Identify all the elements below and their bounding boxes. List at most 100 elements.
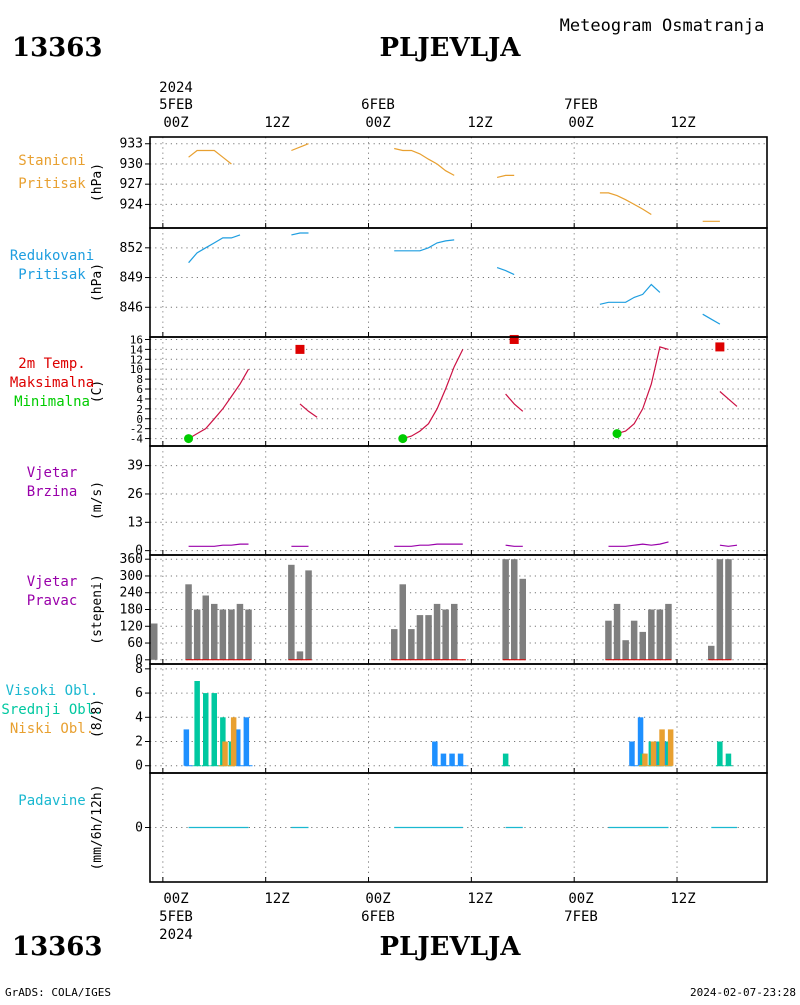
bar [305,570,312,660]
panel-unit: (hPa) [90,163,105,202]
date-label-top: 6FEB [361,97,395,113]
series-line [299,403,318,418]
panel-frame [149,445,768,556]
y-tick-label: 0 [135,821,143,836]
bar [717,741,723,766]
bar [629,741,635,766]
y-tick-label: -4 [130,433,144,446]
bar [183,729,190,766]
date-label-bottom: 7FEB [564,909,598,925]
bar [519,578,526,660]
bar [442,609,449,660]
y-tick-label: 2 [135,735,143,750]
bar [613,603,621,660]
y-tick-label: 852 [120,241,143,256]
bar [219,609,227,660]
hour-label-bottom: 12Z [467,891,492,907]
bar [202,595,209,660]
y-tick-label: 933 [120,137,143,152]
y-tick-label: 849 [120,271,143,286]
panels: 924927930933(hPa)StanicniPritisak8468498… [1,136,768,883]
bar [637,717,644,766]
series-line [719,544,738,547]
panel-frame [149,772,768,883]
y-tick-label: -2 [130,423,143,436]
bar [288,564,295,660]
bar [230,717,237,766]
panel-unit: (C) [90,380,105,403]
panel-label: Pritisak [18,176,86,192]
y-tick-label: 60 [127,636,143,651]
bar [433,603,441,660]
date-label-bottom: 5FEB [159,909,193,925]
max-temp-marker [509,334,519,344]
panel-label: Visoki Obl. [6,683,99,699]
y-tick-label: 14 [130,343,144,356]
panel-label: Vjetar [27,574,78,590]
y-tick-label: 240 [120,586,143,601]
y-tick-label: 0 [135,544,143,559]
bar [725,559,732,660]
y-tick-label: 16 [130,333,143,346]
series-line [291,143,309,152]
bar [211,603,218,660]
bar [642,753,648,766]
y-tick-label: 8 [135,662,143,677]
bar [648,609,655,660]
bar [440,753,447,766]
y-tick-label: 927 [120,177,143,192]
y-tick-label: 12 [130,353,143,366]
bar [725,753,732,766]
panel-oblaci: 0 2 4 6 8 (8/8)Visoki Obl. Srednji Obl. Niski O… [1,662,768,774]
y-tick-label: 924 [120,197,144,212]
time-axis-top: 2024 5FEB 6FEB 7FEB 00Z 12Z 00Z 12Z 00Z … [159,80,696,131]
max-temp-marker [295,344,305,354]
hour-label-bottom: 00Z [568,891,593,907]
y-tick-label: 0 [135,759,143,774]
y-tick-label: 10 [130,363,143,376]
bar [151,623,158,660]
date-label-top: 7FEB [564,97,598,113]
bar [639,631,646,660]
panel-label: Maksimalna [10,375,94,391]
series-line [496,267,515,276]
bar [425,615,432,660]
series-line [719,391,738,407]
series-line [702,313,721,325]
series-line [394,543,463,547]
bar [622,640,629,660]
panel-label: Minimalna [14,394,90,410]
series-line [394,239,455,252]
station-id-bottom: 13363 [12,932,102,962]
bar [716,559,724,660]
bar [203,693,209,766]
date-label-bottom: 6FEB [361,909,395,925]
panel-padavine: 0 (mm/6h/12h) Padavine [18,772,768,883]
bar [408,629,415,660]
y-tick-label: 300 [120,569,143,584]
panel-label: Srednji Obl. [1,702,102,718]
panel-unit: (stepeni) [90,574,105,644]
panel-label: Redukovani [10,248,94,264]
y-tick-label: 4 [136,393,143,406]
panel-unit: (m/s) [90,481,105,520]
panel-label: Vjetar [27,465,78,481]
series-line [599,192,652,216]
y-tick-label: 180 [120,603,143,618]
y-tick-label: 846 [120,300,143,315]
bar [432,741,438,766]
series-line [188,368,250,440]
render-timestamp: 2024-02-07-23:28 [690,986,796,999]
station-name-top: PLJEVLJA [380,33,522,63]
series-line [608,541,669,547]
date-label-top: 5FEB [159,97,193,113]
y-tick-label: 0 [136,413,143,426]
min-temp-marker [612,429,622,439]
series-line [394,147,455,176]
series-line [496,174,515,178]
bar [502,753,509,766]
hour-label-top: 00Z [365,115,390,131]
